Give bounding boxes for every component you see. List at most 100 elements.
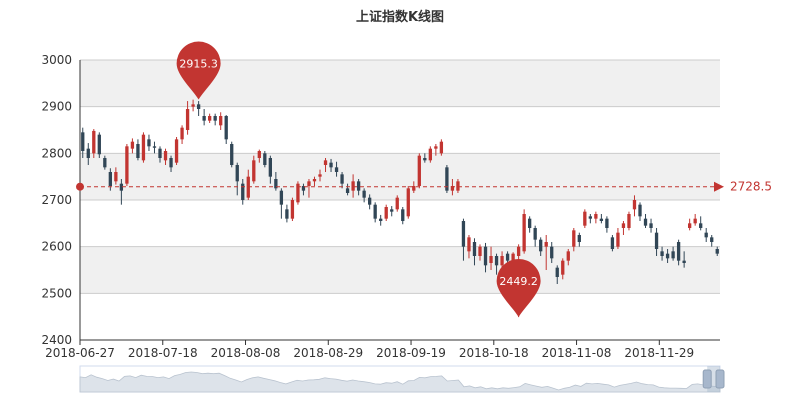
candle <box>356 179 361 196</box>
candle <box>699 216 703 231</box>
candle-body <box>528 218 532 228</box>
candle <box>202 109 206 126</box>
candle <box>544 235 548 270</box>
data-zoom-slider[interactable] <box>79 365 725 393</box>
candle-body <box>174 139 179 163</box>
candle-body <box>682 260 686 263</box>
zoom-handle-left[interactable] <box>702 369 712 389</box>
candle-body <box>550 246 554 259</box>
candle <box>561 258 565 280</box>
candle <box>208 113 212 123</box>
candle-body <box>434 146 438 149</box>
candle <box>456 179 460 193</box>
candle <box>704 228 708 242</box>
zoom-handle-right[interactable] <box>715 369 725 389</box>
candle <box>312 176 317 186</box>
candle-body <box>257 151 261 158</box>
x-tick-label: 2018-08-08 <box>211 346 281 360</box>
candle-body <box>152 146 157 148</box>
candle <box>539 237 543 256</box>
candle <box>412 181 416 193</box>
candle <box>665 249 670 263</box>
candle <box>224 115 228 144</box>
candle-body <box>704 232 708 238</box>
candle-body <box>693 218 697 224</box>
candle <box>185 101 190 135</box>
candle <box>434 144 438 156</box>
candle <box>384 204 388 221</box>
candle <box>136 139 140 161</box>
candle-body <box>130 141 135 149</box>
candle-body <box>97 134 101 155</box>
candle-body <box>445 167 449 191</box>
candle-body <box>621 223 626 228</box>
candle-body <box>92 130 96 154</box>
candle <box>340 172 344 189</box>
candle <box>103 155 107 170</box>
candle-body <box>318 174 322 177</box>
candle <box>235 162 239 196</box>
x-tick-label: 2018-08-29 <box>293 346 363 360</box>
candle-body <box>494 256 499 266</box>
y-tick-label: 2800 <box>41 146 72 160</box>
candle <box>97 132 101 158</box>
candle <box>710 235 714 247</box>
candle <box>274 172 278 191</box>
candle-body <box>329 162 333 168</box>
candle-body <box>219 116 223 126</box>
candle-body <box>539 239 543 252</box>
candle-body <box>671 251 675 259</box>
candle <box>654 228 659 256</box>
chart-title: 上证指数K线图 <box>355 10 445 25</box>
candle <box>417 153 421 189</box>
candle <box>550 242 554 263</box>
candle <box>428 146 432 163</box>
candle-body <box>351 181 355 191</box>
candle-body <box>478 246 482 256</box>
grid-band <box>80 153 720 200</box>
candle-body <box>290 200 295 219</box>
candle-body <box>213 116 217 121</box>
candle-body <box>638 204 642 217</box>
candle-body <box>323 160 328 165</box>
candle-body <box>279 190 284 205</box>
candle-body <box>654 232 659 249</box>
candle-body <box>599 218 604 221</box>
y-tick-label: 2900 <box>41 100 72 114</box>
candle <box>621 221 626 235</box>
candle <box>445 165 449 193</box>
extreme-mark-pins: 2915.3 2449.2 <box>176 41 541 318</box>
x-tick-label: 2018-11-08 <box>542 346 612 360</box>
candle <box>638 202 642 221</box>
candle-body <box>202 116 206 121</box>
candle-body <box>379 218 383 221</box>
candle-body <box>125 146 129 184</box>
candle-body <box>588 216 592 219</box>
pin-shape <box>176 41 221 100</box>
candle-body <box>522 214 526 252</box>
candle-body <box>561 260 565 275</box>
candle-body <box>533 228 537 240</box>
candle <box>125 144 129 186</box>
candle <box>329 158 333 172</box>
candle-body <box>362 190 366 198</box>
candle-body <box>169 158 173 168</box>
candle-body <box>483 246 488 266</box>
candle-body <box>715 249 719 254</box>
candle <box>390 206 394 217</box>
candle-body <box>340 174 344 184</box>
candle <box>296 181 300 205</box>
candle-body <box>594 214 598 219</box>
candle-body <box>610 237 615 249</box>
candle-body <box>710 237 714 242</box>
candle <box>191 99 195 112</box>
candle <box>141 132 146 163</box>
candle <box>152 141 157 154</box>
candle-body <box>516 246 521 256</box>
candle-body <box>643 218 648 226</box>
candle <box>92 129 96 158</box>
candle-body <box>439 141 444 154</box>
candle <box>401 207 405 225</box>
candle-body <box>180 127 184 140</box>
candle-body <box>147 139 151 147</box>
